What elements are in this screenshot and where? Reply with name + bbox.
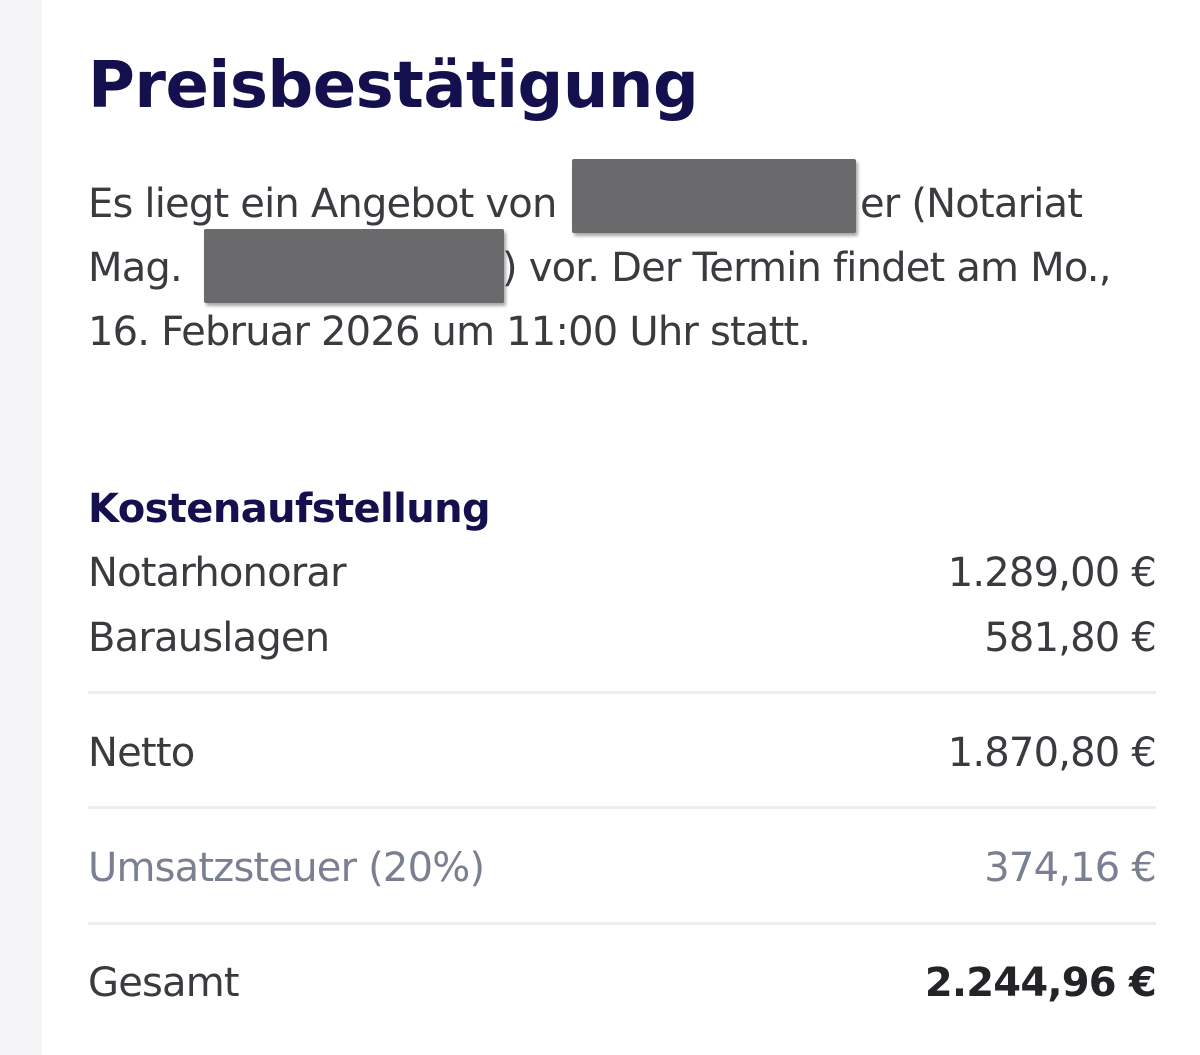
cost-label: Netto — [88, 730, 195, 776]
cost-row-expenses: Barauslagen 581,80 € — [88, 611, 1157, 665]
cost-label: Umsatzsteuer (20%) — [88, 845, 485, 891]
redaction-box-notary — [204, 229, 504, 303]
cost-breakdown-heading: Kostenaufstellung — [88, 486, 491, 532]
description-line-1: Es liegt ein Angebot von — [88, 172, 557, 236]
divider — [88, 806, 1156, 809]
cost-row-vat: Umsatzsteuer (20%) 374,16 € — [88, 841, 1157, 895]
description-text: Es liegt ein Angebot von — [88, 181, 557, 227]
cost-label: Gesamt — [88, 960, 240, 1006]
cost-amount: 374,16 € — [984, 845, 1157, 891]
description-line-2: Mag. — [88, 236, 183, 300]
cost-row-notary-fee: Notarhonorar 1.289,00 € — [88, 546, 1157, 600]
redaction-box-name — [572, 159, 856, 233]
divider — [88, 691, 1156, 694]
total-amount: 2.244,96 € — [924, 960, 1157, 1006]
cost-row-total: Gesamt 2.244,96 € — [88, 956, 1157, 1010]
description-text: ) vor. Der Termin findet am Mo., — [502, 245, 1111, 291]
divider — [88, 922, 1156, 925]
description-line-3: 16. Februar 2026 um 11:00 Uhr statt. — [88, 300, 811, 364]
cost-amount: 1.289,00 € — [947, 550, 1157, 596]
left-rail — [0, 0, 42, 1055]
description-text: 16. Februar 2026 um 11:00 Uhr statt. — [88, 309, 811, 355]
description-text: Mag. — [88, 245, 183, 291]
page-title: Preisbestätigung — [88, 49, 699, 123]
cost-row-net: Netto 1.870,80 € — [88, 726, 1157, 780]
cost-amount: 1.870,80 € — [947, 730, 1157, 776]
cost-label: Barauslagen — [88, 615, 330, 661]
content-area: Preisbestätigung Es liegt ein Angebot vo… — [88, 0, 1157, 1055]
cost-label: Notarhonorar — [88, 550, 347, 596]
description-text: er (Notariat — [860, 181, 1083, 227]
cost-amount: 581,80 € — [984, 615, 1157, 661]
